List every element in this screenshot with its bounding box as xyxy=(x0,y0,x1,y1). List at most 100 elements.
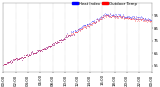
Point xyxy=(73,32,76,33)
Point xyxy=(46,46,49,48)
Point xyxy=(139,19,142,20)
Point xyxy=(110,16,112,17)
Point xyxy=(106,15,109,16)
Point xyxy=(114,16,116,17)
Point xyxy=(93,21,96,23)
Point xyxy=(126,16,128,18)
Point xyxy=(11,62,13,63)
Point xyxy=(21,57,24,58)
Point xyxy=(52,44,55,45)
Point xyxy=(75,31,77,33)
Point xyxy=(23,56,26,57)
Point xyxy=(113,17,116,18)
Point xyxy=(39,50,42,52)
Point xyxy=(26,55,29,57)
Point xyxy=(64,38,66,39)
Point xyxy=(69,34,71,36)
Point xyxy=(148,20,150,21)
Point xyxy=(146,19,149,21)
Point xyxy=(94,21,97,22)
Point xyxy=(91,20,93,22)
Point xyxy=(15,58,18,60)
Point xyxy=(113,17,116,18)
Point xyxy=(21,57,24,58)
Point xyxy=(81,27,84,28)
Point xyxy=(122,15,124,17)
Point xyxy=(35,52,38,53)
Point xyxy=(109,16,111,17)
Point xyxy=(28,55,31,56)
Point xyxy=(118,15,120,17)
Point xyxy=(84,27,87,28)
Point xyxy=(144,18,147,19)
Point xyxy=(102,14,104,15)
Point xyxy=(78,28,80,29)
Point xyxy=(74,32,77,33)
Point xyxy=(25,54,28,56)
Point xyxy=(108,15,111,16)
Point xyxy=(124,17,126,19)
Point xyxy=(79,27,81,28)
Point xyxy=(81,26,84,27)
Point xyxy=(137,17,139,18)
Point xyxy=(103,14,106,15)
Point xyxy=(19,57,22,58)
Point xyxy=(52,43,55,45)
Point xyxy=(43,48,45,49)
Point xyxy=(119,15,122,17)
Point xyxy=(62,38,65,40)
Point xyxy=(76,29,79,30)
Point xyxy=(38,50,41,52)
Point xyxy=(100,18,103,19)
Point xyxy=(72,33,74,34)
Point xyxy=(15,57,17,59)
Point xyxy=(117,17,120,19)
Point xyxy=(137,18,139,19)
Point xyxy=(110,16,112,17)
Point xyxy=(132,18,134,19)
Point xyxy=(3,63,6,65)
Point xyxy=(90,24,93,25)
Point xyxy=(80,29,82,30)
Point xyxy=(103,14,106,16)
Point xyxy=(119,13,122,14)
Point xyxy=(110,14,113,16)
Point xyxy=(84,27,86,28)
Point xyxy=(13,58,16,60)
Point xyxy=(93,20,95,21)
Point xyxy=(37,49,40,51)
Point xyxy=(59,39,61,41)
Point xyxy=(117,13,119,15)
Point xyxy=(41,48,44,50)
Point xyxy=(84,27,87,29)
Point xyxy=(49,46,52,47)
Point xyxy=(108,16,110,17)
Point xyxy=(51,43,54,44)
Point xyxy=(120,16,123,17)
Point xyxy=(40,50,43,51)
Point xyxy=(66,36,68,37)
Point xyxy=(44,46,47,48)
Point xyxy=(140,17,143,18)
Point xyxy=(22,57,25,58)
Point xyxy=(105,15,108,17)
Point xyxy=(123,18,126,19)
Point xyxy=(64,34,67,35)
Point xyxy=(29,54,31,55)
Point xyxy=(72,34,75,35)
Point xyxy=(124,17,127,19)
Point xyxy=(12,60,14,61)
Point xyxy=(131,17,133,18)
Point xyxy=(83,26,86,27)
Point xyxy=(52,43,54,44)
Point xyxy=(92,22,94,23)
Point xyxy=(134,19,136,20)
Point xyxy=(65,36,67,37)
Point xyxy=(72,33,75,34)
Point xyxy=(112,15,114,17)
Point xyxy=(63,37,65,39)
Point xyxy=(115,15,118,16)
Point xyxy=(76,31,78,33)
Point xyxy=(121,16,123,18)
Point xyxy=(8,61,10,63)
